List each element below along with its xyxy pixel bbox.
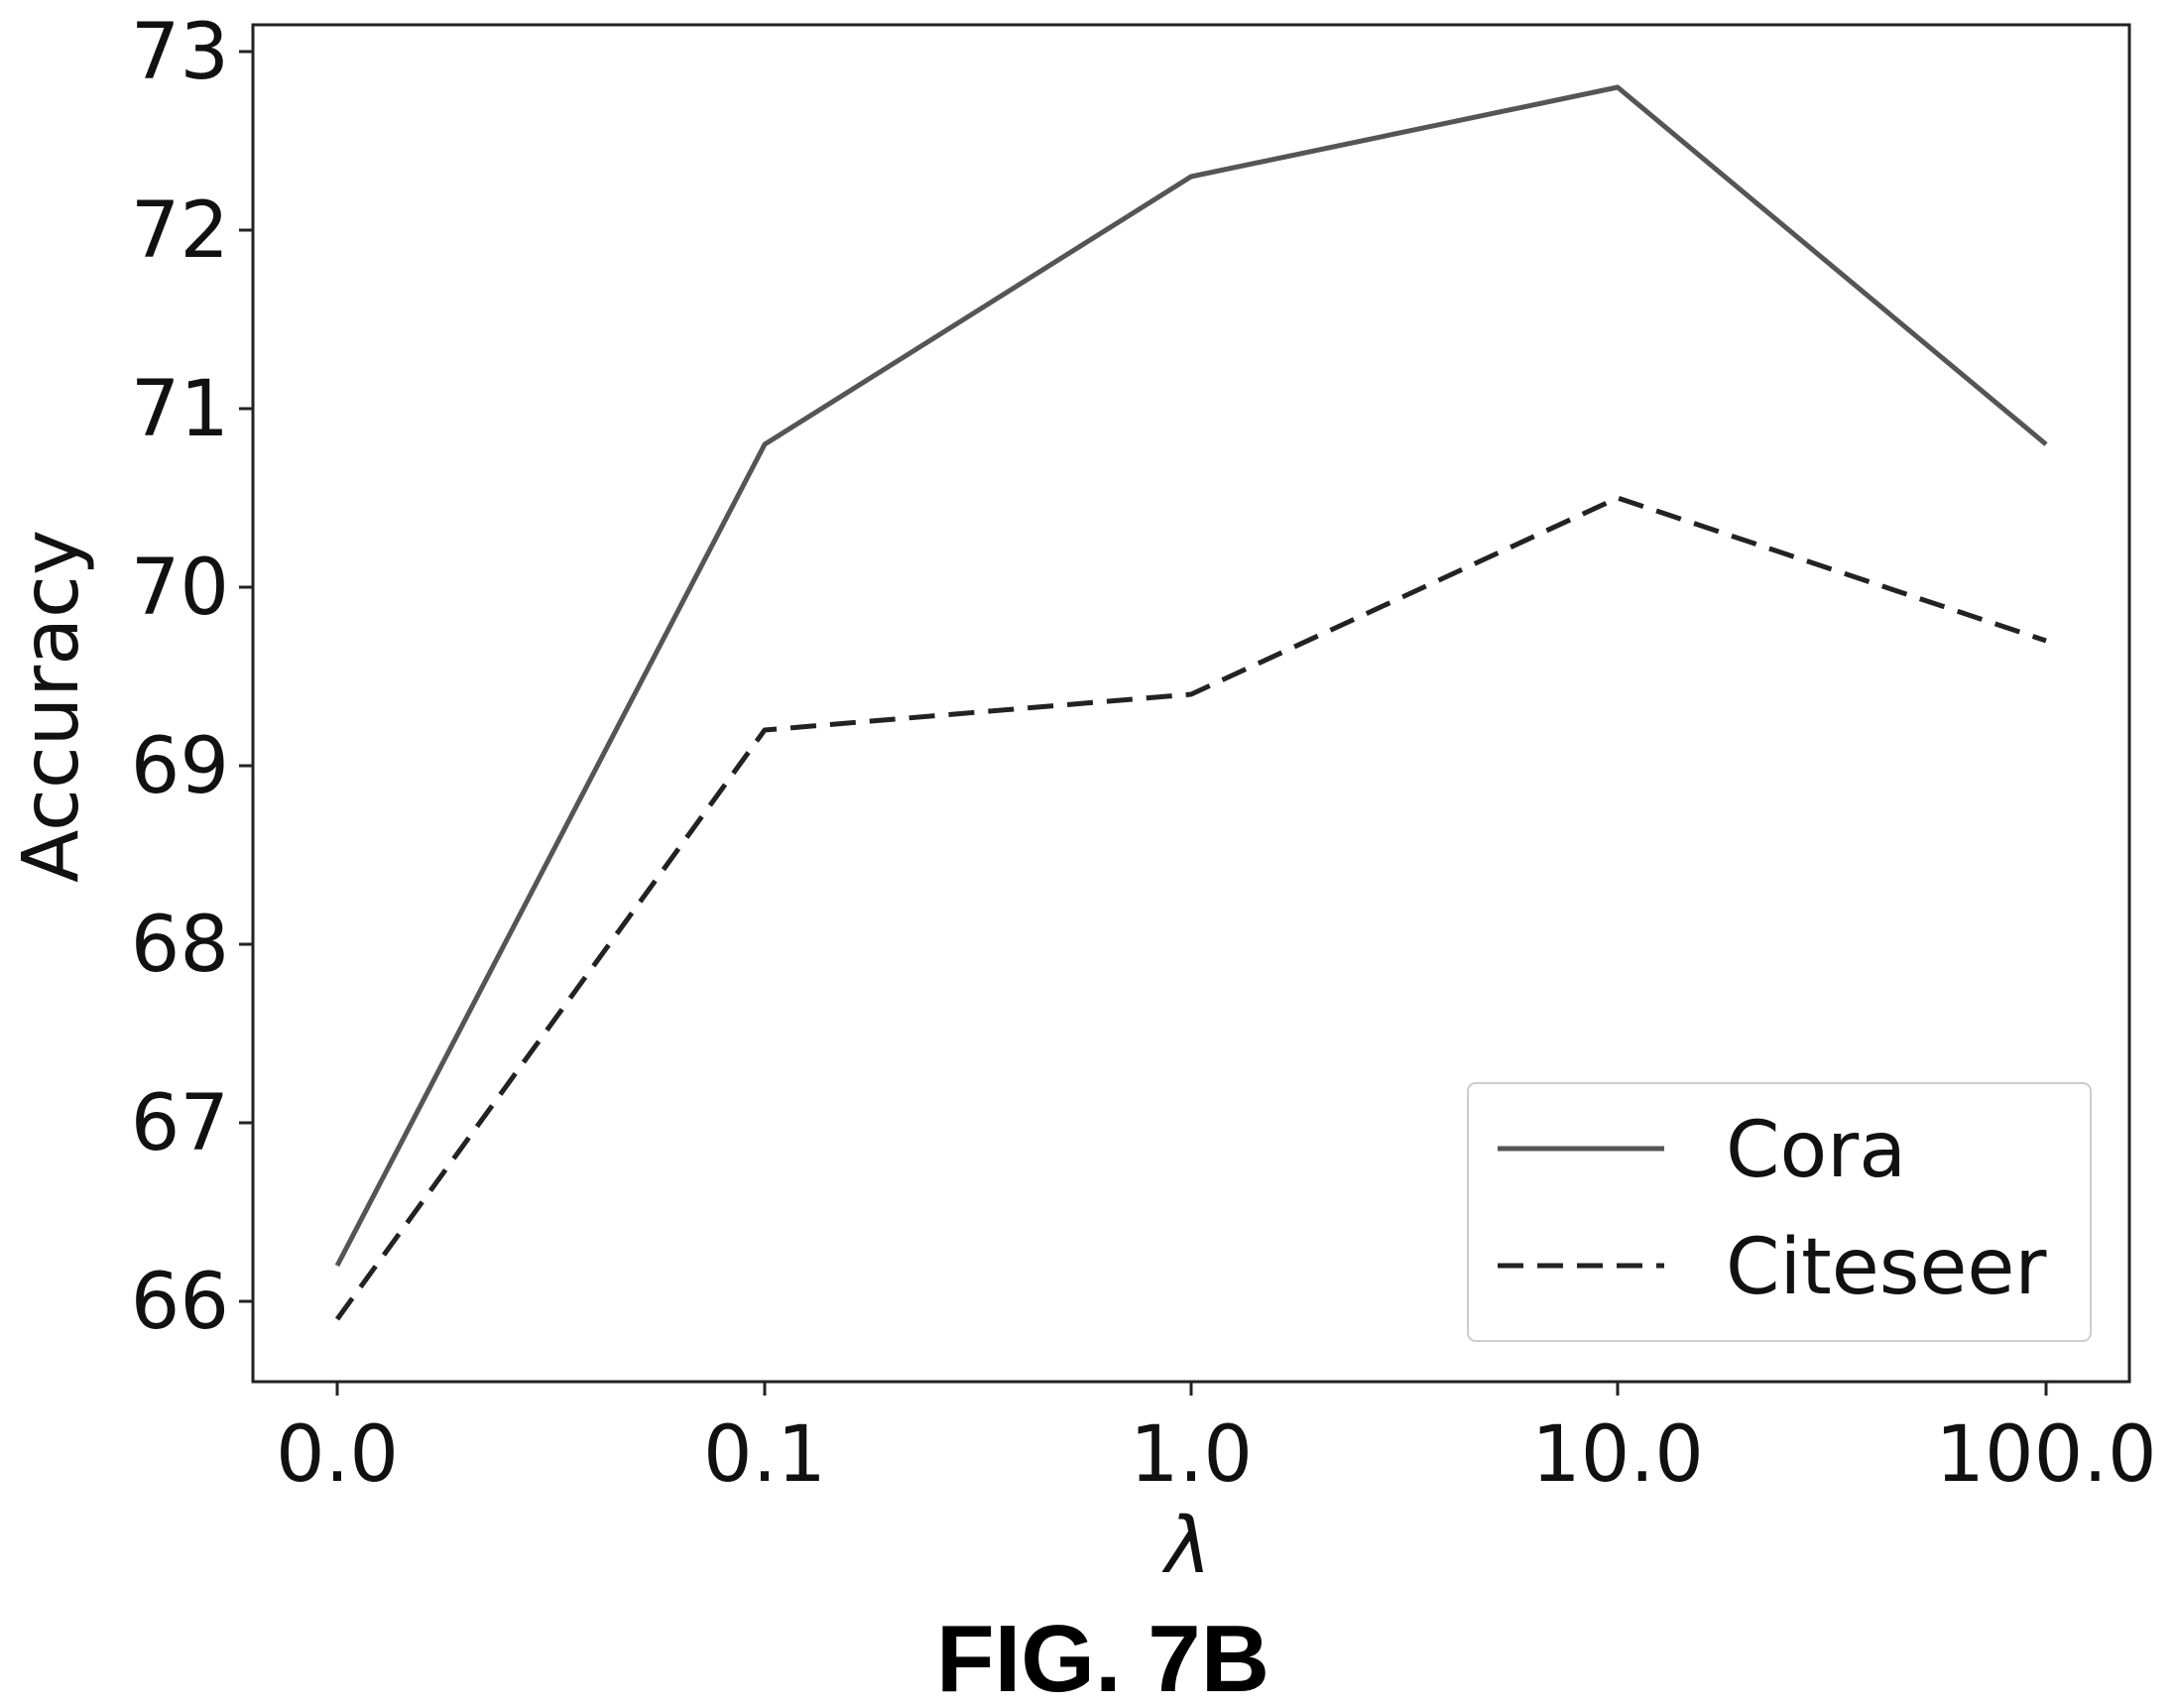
legend-label-cora: Cora	[1726, 1106, 1906, 1195]
y-tick-label: 72	[131, 186, 229, 276]
y-tick-label: 69	[131, 722, 229, 811]
y-tick-label: 73	[131, 8, 229, 97]
y-axis-label: Accuracy	[7, 530, 96, 883]
y-axis-ticks: 66 67 68 69 70 71 72 73	[131, 8, 253, 1347]
y-tick-label: 68	[131, 901, 229, 990]
x-tick-label: 100.0	[1935, 1410, 2156, 1500]
y-tick-label: 70	[131, 544, 229, 633]
x-tick-label: 0.1	[703, 1410, 826, 1500]
series-layer	[334, 84, 2048, 1321]
x-tick-label: 0.0	[276, 1410, 399, 1500]
x-axis-label: λ	[1161, 1502, 1211, 1591]
figure-caption: FIG. 7B	[936, 1606, 1269, 1708]
y-tick-label: 66	[131, 1258, 229, 1347]
legend-label-citeseer: Citeseer	[1726, 1223, 2047, 1312]
series-line-citeseer	[334, 495, 2047, 1321]
y-tick-label: 67	[131, 1079, 229, 1168]
x-axis-ticks: 0.0 0.1 1.0 10.0 100.0	[276, 1382, 2157, 1500]
y-tick-label: 71	[131, 365, 229, 454]
x-tick-label: 1.0	[1130, 1410, 1253, 1500]
x-tick-label: 10.0	[1531, 1410, 1704, 1500]
series-line-cora	[334, 84, 2048, 1268]
legend: Cora Citeseer	[1467, 1082, 2092, 1342]
